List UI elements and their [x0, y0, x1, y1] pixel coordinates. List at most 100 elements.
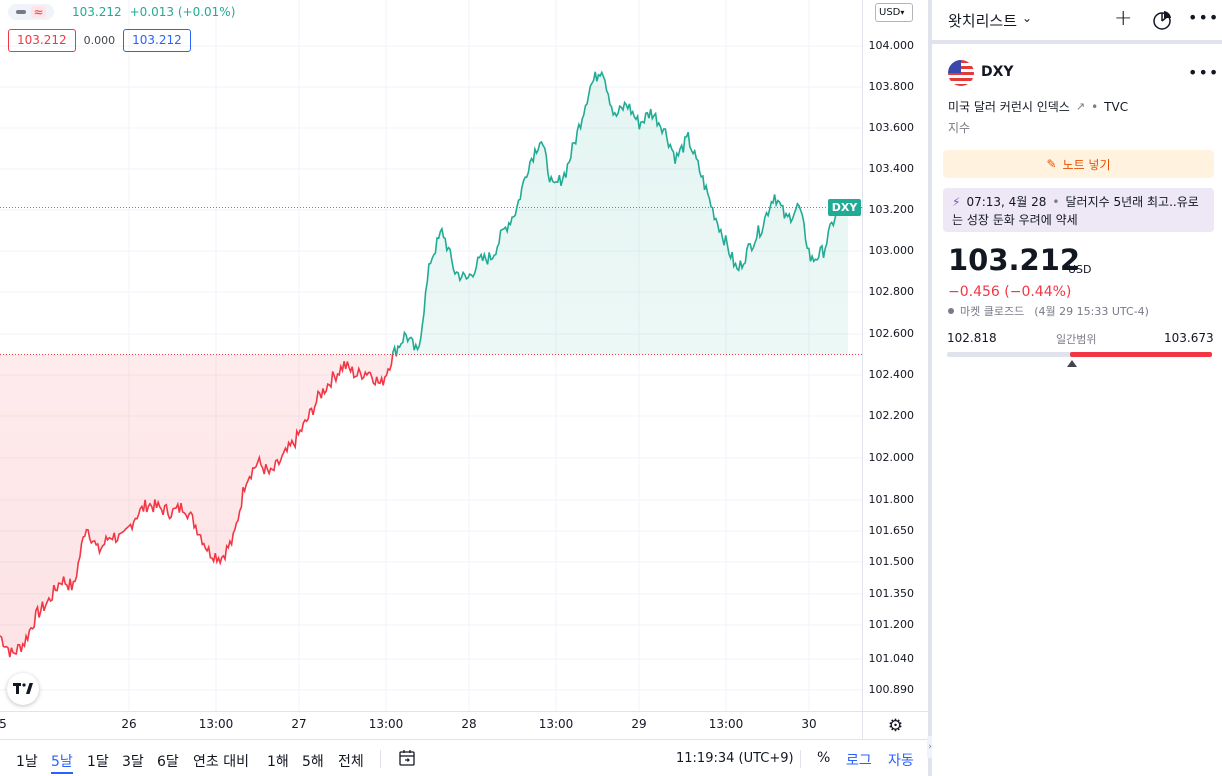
price-axis[interactable]: 104.000 103.800 103.600 103.400 103.200 103.0… — [862, 0, 928, 711]
area-fill-below — [0, 354, 848, 658]
time-tick-label: 13:00 — [708, 717, 744, 731]
status-dot-icon — [948, 308, 954, 314]
legend-toggle[interactable]: ≈ — [8, 4, 54, 20]
gear-icon: ⚙ — [887, 715, 904, 736]
price-tick-label: 104.000 — [868, 39, 915, 52]
legend-change: +0.013 (+0.01%) — [129, 5, 236, 19]
percent-scale-button[interactable]: % — [817, 750, 831, 766]
symbol-more-icon[interactable]: ••• — [1188, 63, 1220, 82]
bullet: • — [1091, 99, 1099, 114]
us-flag-icon — [948, 60, 974, 86]
range-ytd-button[interactable]: 연초 대비 — [193, 754, 249, 770]
price-tick-label: 101.040 — [868, 652, 915, 665]
time-tick-label: 30 — [801, 717, 817, 731]
market-status[interactable]: 마켓 클로즈드 — [960, 305, 1025, 318]
news-text: 달러지수 5년래 최고..유로는 성장 둔화 우려에 약세 — [952, 195, 1199, 227]
price-tick-label: 103.400 — [868, 162, 915, 175]
time-tick-label: 26 — [121, 717, 137, 731]
watchlist-panel: 왓치리스트 ⌄ + ••• DXY ••• 미국 달러 커런시 인덱스 ↗ • — [932, 0, 1222, 776]
day-range-label: 일간범위 — [1056, 333, 1097, 346]
chevron-down-icon: ▾ — [900, 8, 905, 17]
price-tick-label: 101.350 — [868, 587, 915, 600]
range-5y-button[interactable]: 5해 — [302, 754, 324, 770]
bid-ask-row: 103.212 0.000 103.212 — [8, 29, 191, 52]
legend-row: ≈ 103.212 +0.013 (+0.01%) — [8, 4, 235, 20]
chevron-down-icon[interactable]: ⌄ — [1022, 11, 1033, 25]
toolbar-divider — [800, 750, 801, 768]
approx-icon: ≈ — [31, 5, 46, 19]
exchange-name[interactable]: TVC — [1104, 99, 1129, 114]
day-range-low: 102.818 — [947, 331, 997, 345]
collapse-handle-icon[interactable]: › — [927, 736, 933, 758]
range-1y-button[interactable]: 1해 — [267, 754, 289, 770]
lightning-icon: ⚡ — [952, 195, 961, 209]
chart-svg — [0, 0, 862, 711]
price-tick-label: 103.200 — [868, 203, 915, 216]
legend-price: 103.212 — [72, 5, 122, 19]
price-tick-label: 102.000 — [868, 451, 915, 464]
day-range-fill — [1070, 352, 1212, 357]
symbol-name[interactable]: DXY — [981, 64, 1014, 80]
price-chart[interactable] — [0, 0, 862, 711]
area-fill-above — [0, 71, 848, 355]
news-headline[interactable]: ⚡ 07:13, 4월 28 • 달러지수 5년래 최고..유로는 성장 둔화 우려에… — [943, 188, 1214, 232]
sell-price-box[interactable]: 103.212 — [8, 29, 76, 52]
currency-selector[interactable]: USD▾ — [875, 3, 913, 22]
time-axis[interactable]: 5 26 13:00 27 13:00 28 13:00 29 13:00 30 — [0, 711, 862, 739]
time-tick-label: 5 — [0, 717, 7, 731]
panel-divider[interactable] — [928, 0, 932, 776]
advanced-view-icon[interactable] — [1151, 9, 1173, 31]
time-tick-label: 13:00 — [538, 717, 574, 731]
more-options-icon[interactable]: ••• — [1188, 8, 1220, 27]
buy-price-box[interactable]: 103.212 — [123, 29, 191, 52]
price-tick-label: 100.890 — [868, 683, 915, 696]
calendar-icon[interactable] — [398, 749, 416, 767]
market-status-row: 마켓 클로즈드 (4월 29 15:33 UTC-4) — [948, 303, 1149, 319]
price-tick-label: 102.800 — [868, 285, 915, 298]
range-6m-button[interactable]: 6달 — [157, 754, 179, 770]
tv-logo-icon — [13, 683, 33, 694]
range-5d-button[interactable]: 5날 — [51, 751, 73, 774]
time-tick-label: 27 — [291, 717, 307, 731]
price-tick-label: 103.800 — [868, 80, 915, 93]
price-tick-label: 102.600 — [868, 327, 915, 340]
last-price-tag: DXY — [828, 198, 861, 216]
range-all-button[interactable]: 전체 — [338, 754, 364, 770]
price-change: −0.456 (−0.44%) — [948, 284, 1072, 300]
price-tick-label: 103.000 — [868, 244, 915, 257]
range-1d-button[interactable]: 1날 — [16, 754, 38, 770]
time-tick-label: 13:00 — [198, 717, 234, 731]
range-1m-button[interactable]: 1달 — [87, 754, 109, 770]
tradingview-logo[interactable] — [7, 673, 39, 705]
price-tick-label: 103.600 — [868, 121, 915, 134]
price-tick-label: 102.200 — [868, 409, 915, 422]
range-3m-button[interactable]: 3달 — [122, 754, 144, 770]
symbol-description[interactable]: 미국 달러 커런시 인덱스 — [948, 100, 1070, 114]
last-price: 103.212 — [948, 243, 1081, 277]
collapse-icon — [16, 10, 27, 14]
add-note-label: 노트 넣기 — [1062, 157, 1111, 172]
price-line-above — [391, 70, 849, 355]
symbol-description-row: 미국 달러 커런시 인덱스 ↗ • TVC — [948, 98, 1128, 115]
time-tick-label: 13:00 — [368, 717, 404, 731]
currency-label: USD — [879, 7, 901, 18]
chart-settings-button[interactable]: ⚙ — [862, 711, 928, 739]
day-range-marker — [1066, 360, 1077, 367]
add-note-button[interactable]: ✎ 노트 넣기 — [943, 150, 1214, 178]
price-line-below — [0, 354, 398, 658]
symbol-type: 지수 — [948, 121, 971, 135]
price-currency: USD — [1068, 263, 1092, 276]
watchlist-title[interactable]: 왓치리스트 — [948, 12, 1018, 30]
auto-scale-button[interactable]: 자동 — [888, 753, 914, 769]
price-tick-label: 101.200 — [868, 618, 915, 631]
bottom-toolbar: 1날 5날 1달 3달 6달 연초 대비 1해 5해 전체 11:19:34 (… — [0, 739, 928, 776]
price-tick-label: 101.500 — [868, 555, 915, 568]
timezone-clock[interactable]: 11:19:34 (UTC+9) — [676, 751, 794, 766]
time-tick-label: 29 — [631, 717, 647, 731]
log-scale-button[interactable]: 로그 — [846, 753, 872, 769]
toolbar-divider — [380, 750, 381, 768]
news-time: 07:13, 4월 28 — [966, 195, 1047, 209]
external-link-icon[interactable]: ↗ — [1075, 100, 1086, 113]
add-symbol-icon[interactable]: + — [1114, 6, 1133, 31]
